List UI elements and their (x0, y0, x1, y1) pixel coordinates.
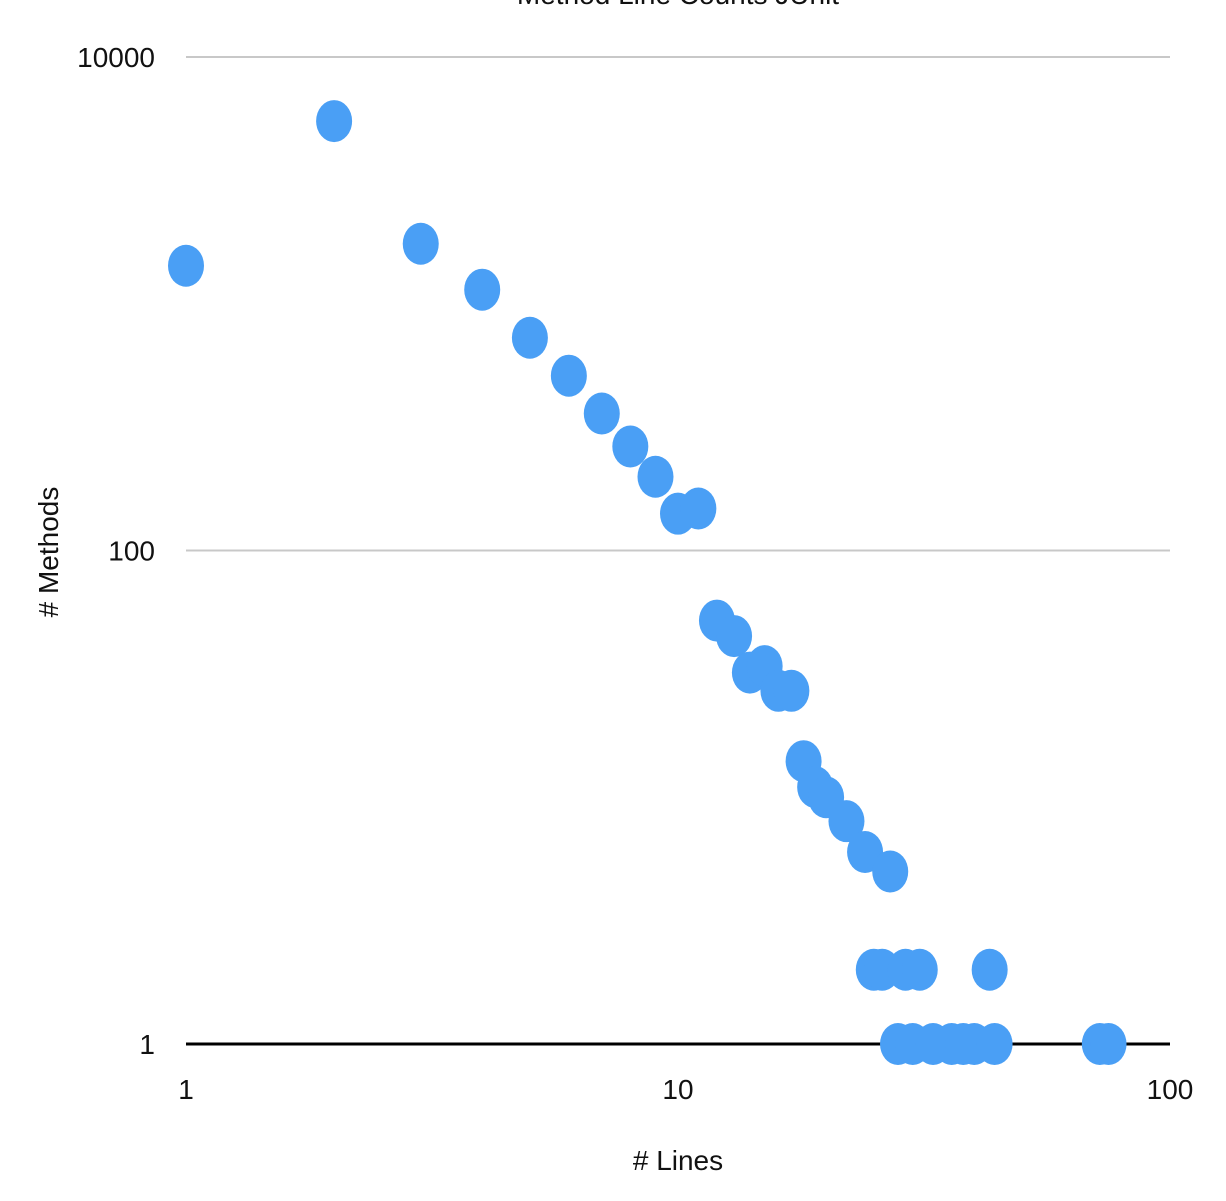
point (402, 222, 439, 265)
x-tick-label: 10 (662, 1074, 693, 1105)
point (971, 948, 1008, 991)
point (1090, 1023, 1127, 1065)
y-tick-label: 1 (139, 1029, 155, 1060)
point (872, 850, 909, 893)
x-tick-label: 1 (178, 1074, 194, 1105)
point (612, 425, 649, 468)
point (773, 669, 810, 712)
point (828, 800, 865, 843)
y-axis-label: # Methods (33, 487, 64, 618)
point (637, 455, 674, 498)
point (464, 268, 501, 311)
point (716, 615, 753, 658)
point (976, 1023, 1013, 1065)
point (550, 354, 587, 397)
x-tick-label: 100 (1147, 1074, 1194, 1105)
point (168, 244, 204, 287)
point (583, 392, 620, 435)
point (901, 948, 938, 991)
y-tick-label: 10000 (77, 42, 155, 73)
chart-title: Method Line Counts JUnit (517, 0, 839, 10)
point (316, 100, 353, 143)
y-tick-label: 100 (108, 536, 155, 567)
point (680, 487, 717, 530)
point (511, 316, 548, 359)
x-axis-label: # Lines (633, 1145, 723, 1176)
